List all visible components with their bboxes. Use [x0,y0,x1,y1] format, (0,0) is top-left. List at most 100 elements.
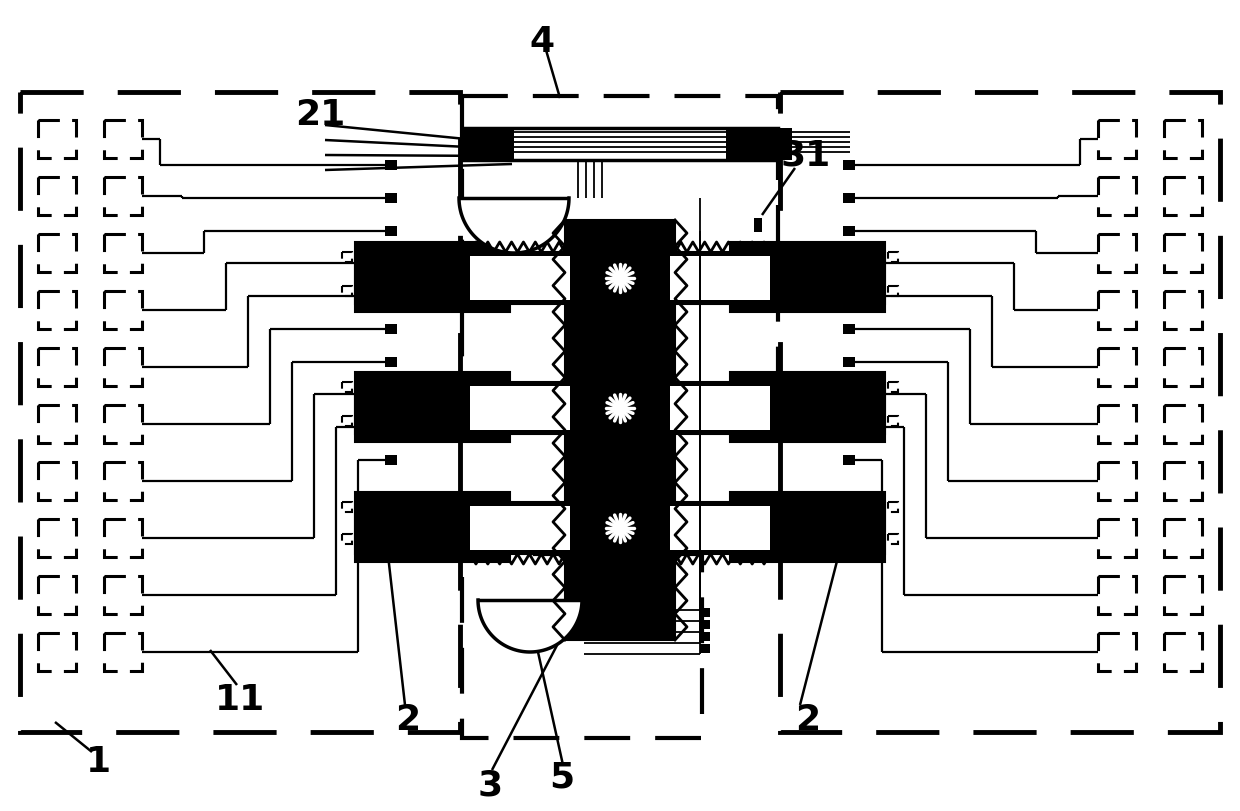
Text: 2: 2 [795,703,821,737]
Bar [701,608,711,617]
Bar [670,256,770,300]
Bar [843,455,856,465]
Bar [384,160,397,170]
Bar [384,389,397,400]
Bar [1097,519,1136,557]
Bar [342,286,352,296]
Bar [843,225,856,235]
Bar [1097,633,1136,671]
Bar [20,92,460,732]
Bar [38,234,76,272]
Bar [1097,120,1136,158]
Bar [384,357,397,367]
Bar [38,120,76,158]
Text: 3: 3 [477,768,502,802]
Bar [342,382,352,392]
Bar [38,177,76,215]
Bar [843,193,856,203]
Bar [843,291,856,301]
Bar [670,506,770,550]
Bar [384,259,397,268]
Bar [104,348,143,386]
Bar [470,506,570,550]
Bar [701,632,711,641]
Bar [355,492,510,562]
Bar [888,286,898,296]
Bar [104,633,143,671]
Bar [1164,234,1202,272]
Bar [754,218,763,232]
Bar [355,372,510,442]
Bar [463,128,515,160]
Bar [38,633,76,671]
Text: 21: 21 [295,98,345,132]
Bar [1097,234,1136,272]
Bar [843,357,856,367]
Bar [342,502,352,512]
Bar [38,405,76,443]
Bar [342,252,352,262]
Bar [104,177,143,215]
Bar [701,644,711,653]
Bar [38,519,76,557]
Bar [104,462,143,500]
Bar [355,242,510,312]
Bar [470,256,570,300]
Bar [470,386,570,430]
Bar [730,492,885,562]
Bar [104,234,143,272]
Bar [1164,177,1202,215]
Bar [355,382,885,434]
Bar [725,128,777,160]
Bar [463,554,702,738]
Bar [780,92,1220,732]
Polygon shape [477,600,582,652]
Bar [843,259,856,268]
Bar [1097,576,1136,614]
Text: 31: 31 [781,138,831,172]
Polygon shape [459,198,569,253]
Bar [777,128,792,160]
Bar [355,252,885,304]
Bar [843,423,856,432]
Bar [730,372,885,442]
Text: 11: 11 [215,683,265,717]
Bar [1164,348,1202,386]
Text: 1: 1 [86,745,110,779]
Bar [104,120,143,158]
Bar [463,128,777,160]
Bar [1097,348,1136,386]
Bar [1097,405,1136,443]
Text: 5: 5 [549,761,574,795]
Bar [384,455,397,465]
Bar [843,389,856,400]
Bar [888,534,898,544]
Bar [730,242,885,312]
Bar [104,291,143,329]
Bar [1164,405,1202,443]
Bar [670,386,770,430]
Bar [384,225,397,235]
Bar [1164,462,1202,500]
Bar [888,252,898,262]
Bar [342,416,352,426]
Bar [463,96,777,406]
Bar [888,416,898,426]
Bar [1097,177,1136,215]
Bar [104,405,143,443]
Bar [38,348,76,386]
Text: 2: 2 [396,703,420,737]
Bar [1097,291,1136,329]
Bar [384,193,397,203]
Bar [843,160,856,170]
Bar [38,576,76,614]
Bar [1164,120,1202,158]
Bar [384,291,397,301]
Bar [342,534,352,544]
Bar [888,502,898,512]
Bar [38,462,76,500]
Bar [384,324,397,334]
Bar [1164,291,1202,329]
Bar [843,324,856,334]
Bar [384,423,397,432]
